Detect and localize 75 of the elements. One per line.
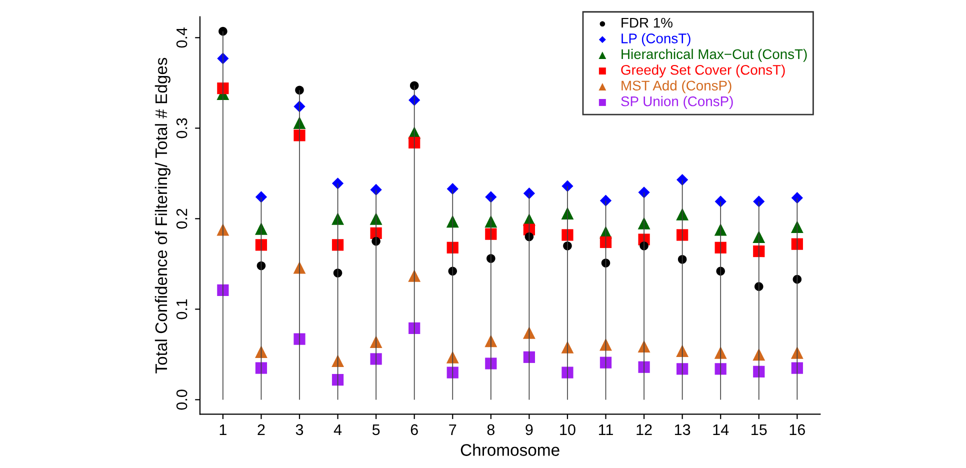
point	[791, 362, 803, 374]
point	[255, 239, 268, 251]
point	[446, 183, 458, 195]
x-tick-label: 12	[636, 424, 652, 435]
y-axis-title: Total Confidence of Filtering/ Total # Edges	[154, 58, 170, 374]
point	[523, 188, 535, 200]
point	[522, 326, 536, 339]
point	[294, 333, 306, 345]
x-tick-label: 7	[449, 424, 456, 435]
x-tick-label: 3	[296, 424, 304, 436]
point	[294, 130, 306, 142]
x-tick-label: 2	[258, 424, 265, 435]
point	[255, 362, 268, 374]
y-tick-label: 0.0	[176, 390, 188, 410]
point	[410, 81, 419, 90]
point	[332, 374, 344, 386]
point	[446, 366, 458, 378]
point	[753, 196, 765, 208]
point	[791, 192, 803, 204]
point	[676, 363, 688, 375]
point	[218, 26, 228, 36]
x-tick-label: 10	[560, 424, 576, 436]
point	[562, 180, 574, 192]
y-tick-label: 0.2	[176, 208, 188, 229]
point	[485, 358, 497, 370]
point	[562, 366, 574, 378]
point	[332, 212, 344, 225]
y-tick-label: 0.4	[176, 27, 188, 48]
point	[370, 184, 382, 196]
x-tick-label: 11	[598, 424, 613, 435]
point	[332, 178, 344, 190]
legend-label: SP Union (ConsP)	[621, 96, 733, 109]
point	[255, 346, 268, 358]
x-tick-label: 13	[674, 424, 690, 436]
x-tick-label: 1	[220, 424, 226, 435]
x-tick-label: 9	[526, 424, 533, 436]
point	[295, 86, 304, 95]
x-axis-title: Chromosome	[460, 444, 560, 456]
point	[255, 222, 268, 235]
point	[678, 255, 687, 264]
point	[333, 268, 342, 278]
point	[638, 186, 650, 198]
point	[600, 194, 612, 206]
legend-label: MST Add (ConsP)	[622, 80, 732, 94]
point	[485, 191, 497, 203]
point	[256, 261, 266, 270]
point	[370, 353, 382, 365]
x-tick-label: 6	[410, 424, 418, 436]
point	[523, 351, 535, 363]
point	[676, 229, 688, 241]
point	[332, 239, 344, 251]
point	[676, 208, 689, 220]
y-tick-label: 0.1	[176, 299, 188, 320]
legend-label: Greedy Set Cover (ConsT)	[621, 64, 785, 78]
point	[600, 356, 612, 368]
point	[562, 229, 574, 241]
legend-label: Hierarchical Max−Cut (ConsT)	[622, 48, 807, 62]
legend-label: FDR 1%	[622, 18, 672, 28]
x-tick-label: 15	[752, 424, 767, 436]
point	[638, 361, 650, 373]
point	[676, 174, 688, 186]
x-tick-label: 5	[372, 424, 380, 436]
legend-label: LP (ConsT)	[622, 33, 690, 46]
point	[714, 196, 726, 208]
point	[255, 191, 268, 203]
point	[332, 354, 344, 367]
x-tick-label: 8	[487, 424, 494, 436]
x-tick-label: 14	[713, 424, 729, 435]
x-tick-label: 16	[790, 424, 805, 436]
point	[600, 236, 612, 248]
x-tick-label: 4	[334, 424, 342, 435]
point	[524, 232, 534, 242]
y-tick-label: 0.3	[176, 118, 188, 138]
point	[676, 344, 689, 358]
point	[791, 238, 803, 250]
